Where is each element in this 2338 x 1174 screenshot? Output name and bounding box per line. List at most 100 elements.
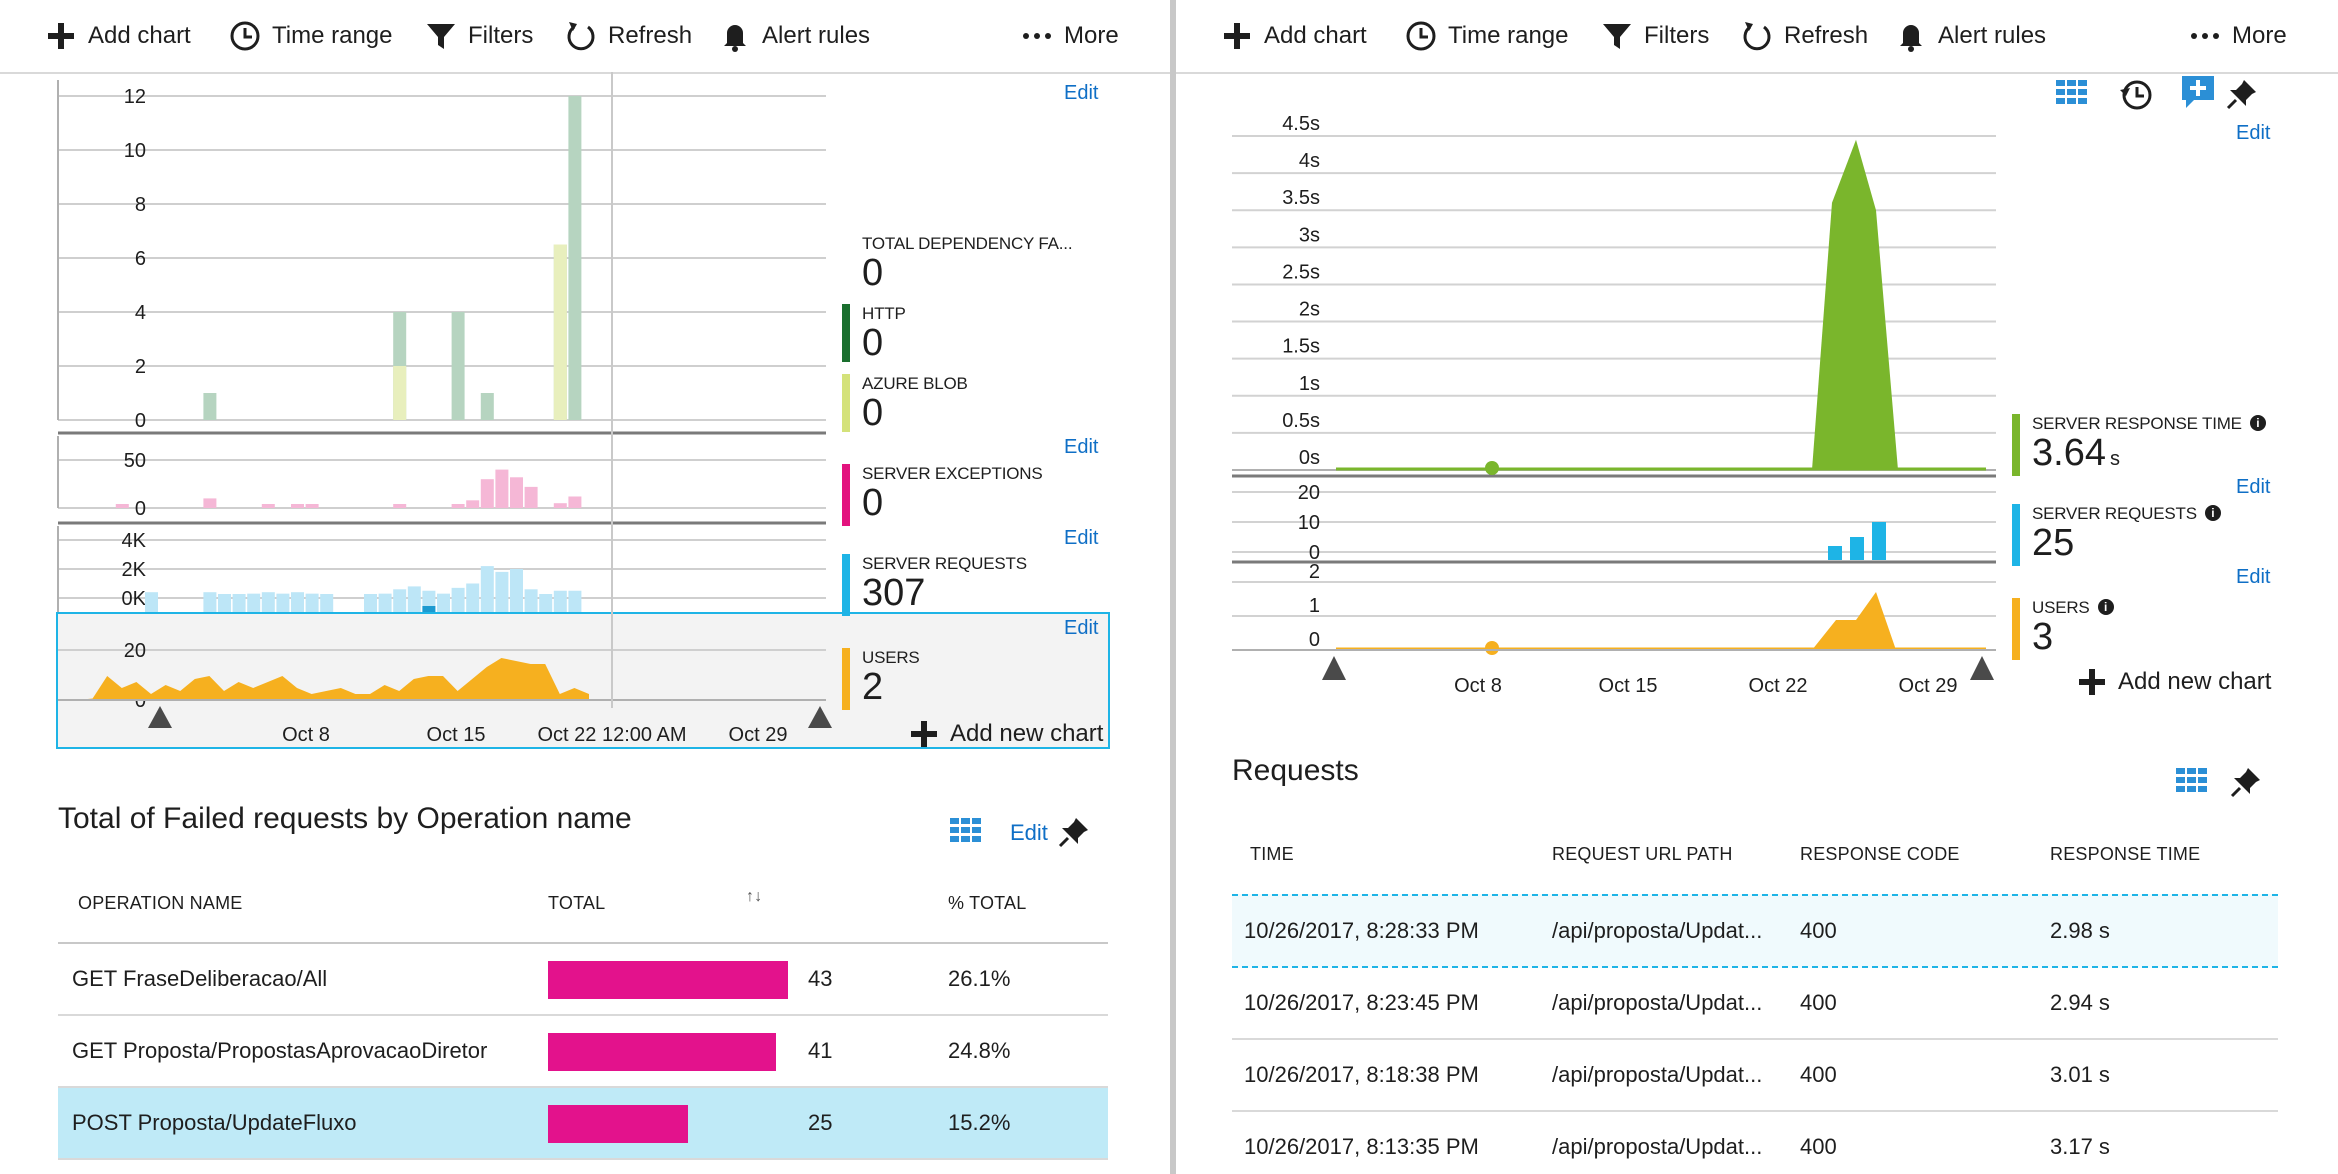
range-start-handle[interactable]	[1322, 656, 1346, 680]
request-bar[interactable]	[305, 593, 319, 612]
column-header-total[interactable]: TOTAL	[548, 893, 606, 913]
azure-blob-bar[interactable]	[393, 366, 407, 420]
request-bar[interactable]	[495, 571, 509, 612]
exception-bar[interactable]	[291, 504, 304, 508]
info-icon[interactable]: i	[2097, 599, 2114, 615]
request-bar[interactable]	[480, 566, 494, 612]
request-bar[interactable]	[276, 593, 290, 612]
request-bar[interactable]	[247, 593, 261, 612]
refresh-button[interactable]: Refresh	[564, 16, 692, 56]
exception-bar[interactable]	[568, 496, 582, 508]
refresh-button[interactable]: Refresh	[1740, 16, 1868, 56]
requests-edit-link[interactable]: Edit	[1064, 527, 1099, 549]
table-row[interactable]: 10/26/2017, 8:18:38 PM /api/proposta/Upd…	[1232, 1040, 2278, 1112]
filters-button[interactable]: Filters	[1600, 16, 1709, 56]
request-bar[interactable]	[407, 586, 421, 612]
table-row[interactable]: GET FraseDeliberacao/All 43 26.1%	[58, 944, 1108, 1016]
column-header-percent-total[interactable]: % TOTAL	[948, 893, 1027, 913]
request-bar[interactable]	[437, 593, 450, 612]
table-row[interactable]: 10/26/2017, 8:13:35 PM /api/proposta/Upd…	[1232, 1112, 2278, 1174]
filters-button[interactable]: Filters	[424, 16, 533, 56]
request-bar[interactable]	[378, 593, 392, 612]
time-range-button[interactable]: Time range	[228, 16, 393, 56]
exceptions-edit-link[interactable]: Edit	[1064, 436, 1099, 458]
exception-bar[interactable]	[203, 498, 217, 508]
response-time-area[interactable]	[1812, 139, 1898, 470]
exception-bar[interactable]	[510, 477, 523, 508]
http-bar[interactable]	[568, 96, 582, 420]
range-start-handle[interactable]	[148, 706, 172, 728]
exception-bar[interactable]	[451, 504, 465, 508]
exception-bar[interactable]	[480, 479, 494, 508]
right-charts[interactable]: 0s0.5s1s1.5s2s2.5s3s3.5s4s4.5s01020012Oc…	[1176, 113, 2338, 700]
request-bar[interactable]	[1872, 522, 1886, 560]
more-button[interactable]: More	[1020, 16, 1119, 56]
time-range-button[interactable]: Time range	[1404, 16, 1569, 56]
table-row[interactable]: 10/26/2017, 8:23:45 PM /api/proposta/Upd…	[1232, 968, 2278, 1040]
exception-bar[interactable]	[553, 503, 567, 508]
request-bar[interactable]	[364, 594, 377, 612]
exception-bar[interactable]	[305, 504, 319, 508]
request-bar[interactable]	[261, 592, 275, 612]
info-icon[interactable]: i	[2249, 415, 2266, 431]
response-time-point[interactable]	[1485, 461, 1499, 475]
request-bar[interactable]	[568, 590, 582, 612]
request-bar[interactable]	[218, 594, 231, 612]
request-bar[interactable]	[320, 594, 334, 612]
users-edit-link[interactable]: Edit	[1064, 617, 1099, 639]
more-button[interactable]: More	[2188, 16, 2287, 56]
exception-bar[interactable]	[115, 504, 129, 508]
table-row-selected[interactable]: POST Proposta/UpdateFluxo 25 15.2%	[58, 1088, 1108, 1160]
request-bar[interactable]	[510, 569, 523, 612]
column-header-operation-name[interactable]: OPERATION NAME	[78, 893, 243, 913]
column-header-response-time[interactable]: RESPONSE TIME	[2050, 844, 2201, 864]
column-header-time[interactable]: TIME	[1250, 844, 1294, 864]
request-bar-highlight[interactable]	[422, 606, 436, 612]
history-icon[interactable]	[2118, 76, 2154, 112]
failed-table-edit-link[interactable]: Edit	[1010, 820, 1048, 845]
column-header-response-code[interactable]: RESPONSE CODE	[1800, 844, 1960, 864]
http-bar[interactable]	[480, 393, 494, 420]
request-bar[interactable]	[1850, 537, 1864, 560]
azure-blob-bar[interactable]	[553, 244, 567, 421]
info-icon[interactable]: i	[2204, 505, 2221, 521]
http-bar[interactable]	[451, 312, 465, 420]
request-bar[interactable]	[451, 587, 465, 612]
users-edit-link[interactable]: Edit	[2236, 566, 2271, 588]
users-area[interactable]	[1812, 592, 1896, 650]
table-row-selected[interactable]: 10/26/2017, 8:28:33 PM /api/proposta/Upd…	[1232, 894, 2278, 968]
add-new-chart-button[interactable]: Add new chart	[908, 718, 1103, 750]
grid-icon[interactable]	[948, 814, 984, 850]
request-bar[interactable]	[203, 592, 217, 612]
exception-bar[interactable]	[466, 500, 480, 508]
request-bar[interactable]	[291, 592, 304, 612]
dependency-edit-link[interactable]: Edit	[1064, 82, 1099, 104]
http-bar[interactable]	[203, 393, 217, 420]
grid-icon[interactable]	[2174, 764, 2210, 800]
range-end-handle[interactable]	[808, 706, 832, 728]
exception-bar[interactable]	[261, 504, 275, 508]
request-bar[interactable]	[232, 594, 246, 612]
users-point[interactable]	[1485, 641, 1499, 655]
request-bar[interactable]	[393, 589, 407, 612]
request-bar[interactable]	[553, 590, 567, 612]
pin-icon[interactable]	[2224, 76, 2260, 112]
column-header-request-url-path[interactable]: REQUEST URL PATH	[1552, 844, 1733, 864]
exception-bar[interactable]	[495, 469, 509, 508]
add-chart-button[interactable]: Add chart	[1220, 16, 1367, 56]
sort-icon[interactable]: ↑↓	[746, 888, 763, 905]
users-area[interactable]	[72, 658, 589, 700]
response-edit-link[interactable]: Edit	[2236, 122, 2271, 144]
add-chart-button[interactable]: Add chart	[44, 16, 191, 56]
request-bar[interactable]	[1828, 546, 1842, 560]
requests-edit-link[interactable]: Edit	[2236, 476, 2271, 498]
pin-icon[interactable]	[2228, 764, 2264, 800]
alert-rules-button[interactable]: Alert rules	[718, 16, 870, 56]
users-chart-selected[interactable]	[56, 612, 1110, 749]
add-new-chart-button[interactable]: Add new chart	[2076, 666, 2271, 698]
add-comment-icon[interactable]	[2180, 74, 2216, 110]
alert-rules-button[interactable]: Alert rules	[1894, 16, 2046, 56]
request-bar[interactable]	[466, 583, 480, 613]
exception-bar[interactable]	[524, 486, 538, 508]
